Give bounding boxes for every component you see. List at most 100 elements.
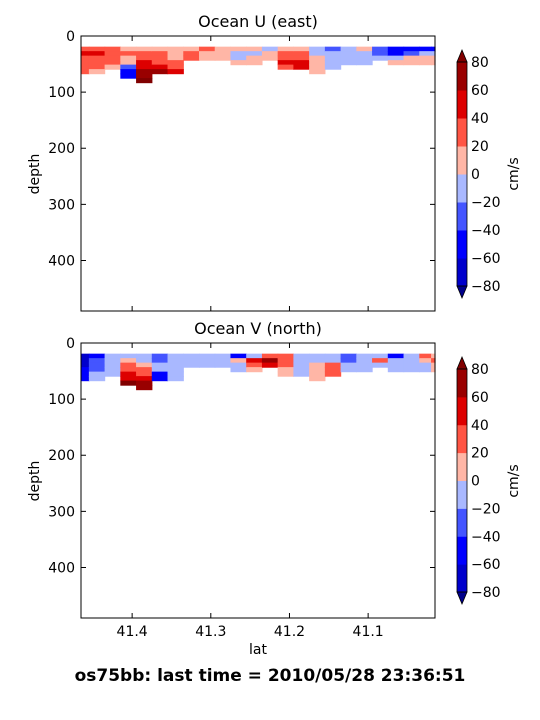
heatmap-cell (120, 73, 137, 79)
heatmap-cell (167, 376, 184, 382)
heatmap-cell (183, 55, 200, 61)
heatmap-cell (88, 367, 106, 373)
heatmap-cell (120, 51, 137, 57)
colorbar-tick-label: 60 (471, 390, 489, 406)
y-tick-label: 100 (48, 85, 75, 101)
colorbar-tick-label: −60 (471, 251, 501, 267)
colorbar-extend-min (456, 285, 468, 300)
heatmap-cell (356, 55, 373, 61)
colorbar-band (457, 230, 467, 259)
heatmap-cell (81, 60, 90, 66)
heatmap-cell (277, 55, 294, 61)
colorbar-tick-label: −20 (471, 195, 501, 211)
y-tick-label: 200 (48, 448, 75, 464)
heatmap-cell (199, 353, 216, 359)
heatmap-cell (136, 73, 153, 79)
heatmap-cell (81, 46, 90, 52)
heatmap-cell (136, 362, 153, 368)
heatmap-cell (403, 362, 420, 368)
colorbar-label: cm/s (506, 464, 522, 497)
heatmap-cell (340, 353, 357, 359)
colorbar-band (457, 424, 467, 454)
heatmap-cell (293, 64, 310, 70)
heatmap-cell (183, 358, 200, 364)
heatmap-cell (151, 55, 169, 61)
heatmap-cell (230, 60, 247, 66)
heatmap-cell (230, 367, 247, 373)
heatmap-cell (120, 358, 137, 364)
colorbar-tick-label: −80 (471, 279, 501, 295)
colorbar-band (457, 396, 467, 426)
heatmap-cell (81, 376, 90, 382)
heatmap-cell (88, 376, 106, 382)
heatmap-cell (403, 367, 420, 373)
colorbar-tick-label: −80 (471, 585, 501, 601)
heatmap-cell (419, 60, 432, 66)
heatmap-cell (387, 46, 405, 52)
heatmap-cell (183, 353, 200, 359)
heatmap-cell (293, 362, 310, 368)
heatmap-cell (167, 353, 184, 359)
heatmap-cell (246, 55, 263, 61)
heatmap-cell (151, 64, 169, 70)
colorbar-band (457, 90, 467, 119)
heatmap-cell (167, 51, 184, 57)
heatmap-cell (261, 55, 279, 61)
heatmap-cell (340, 51, 357, 57)
y-tick-label: 0 (66, 336, 75, 352)
heatmap-cell (261, 46, 279, 52)
colorbar-tick-label: 20 (471, 446, 489, 462)
heatmap-cell (136, 51, 153, 57)
heatmap-cell (88, 353, 106, 359)
heatmap-cell (120, 376, 137, 382)
heatmap-cell (309, 358, 326, 364)
heatmap-cell (340, 60, 357, 66)
heatmap-cell (324, 353, 342, 359)
axes: 0 100 200 300 400 41.4 41.3 41.2 41.1 (48, 336, 436, 640)
colorbar-tick-label: 40 (471, 418, 489, 434)
heatmap-cell (104, 64, 121, 70)
heatmap-cell (293, 60, 310, 66)
colorbar-band (457, 508, 467, 537)
heatmap-cell (230, 55, 247, 61)
heatmap-cell (120, 380, 137, 386)
heatmap-cell (151, 60, 169, 66)
heatmap-cell (88, 69, 106, 75)
heatmap-cell (309, 64, 326, 70)
heatmap-cell (387, 362, 405, 368)
plot-area (81, 36, 436, 311)
heatmap-cell (324, 358, 342, 364)
heatmap-cell (356, 362, 373, 368)
heatmap-cell (261, 353, 279, 359)
heatmap-cell (277, 358, 294, 364)
x-tick-label: 41.4 (117, 624, 148, 640)
colorbar-band (457, 564, 467, 593)
colorbar-tick-label: −60 (471, 557, 501, 573)
heatmap-cell (246, 367, 263, 373)
heatmap-cell (324, 60, 342, 66)
heatmap-cell (246, 60, 263, 66)
heatmap-cell (214, 46, 232, 52)
colorbar-tick-label: 0 (471, 167, 480, 183)
colorbar-band (457, 146, 467, 175)
y-tick-label: 200 (48, 141, 75, 157)
colorbar: −80 −60 −40 −20 0 20 40 60 80 (456, 48, 501, 300)
heatmap-cell (309, 362, 326, 368)
heatmap-cell (431, 60, 436, 66)
heatmap-cell (246, 51, 263, 57)
heatmap-cell (230, 51, 247, 57)
heatmap-cell (88, 362, 106, 368)
heatmap-cell (81, 69, 90, 75)
heatmap-cell (81, 51, 90, 57)
colorbar-tick-label: 40 (471, 111, 489, 127)
heatmap-cell (340, 367, 357, 373)
colorbar-extend-min (456, 591, 468, 606)
y-tick-label: 300 (48, 504, 75, 520)
heatmap-cell (136, 385, 153, 391)
colorbar-tick-label: −20 (471, 501, 501, 517)
axes: 0 100 200 300 400 (48, 29, 436, 312)
heatmap-cell (372, 358, 389, 364)
heatmap-cell (340, 46, 357, 52)
heatmap-cell (167, 358, 184, 364)
